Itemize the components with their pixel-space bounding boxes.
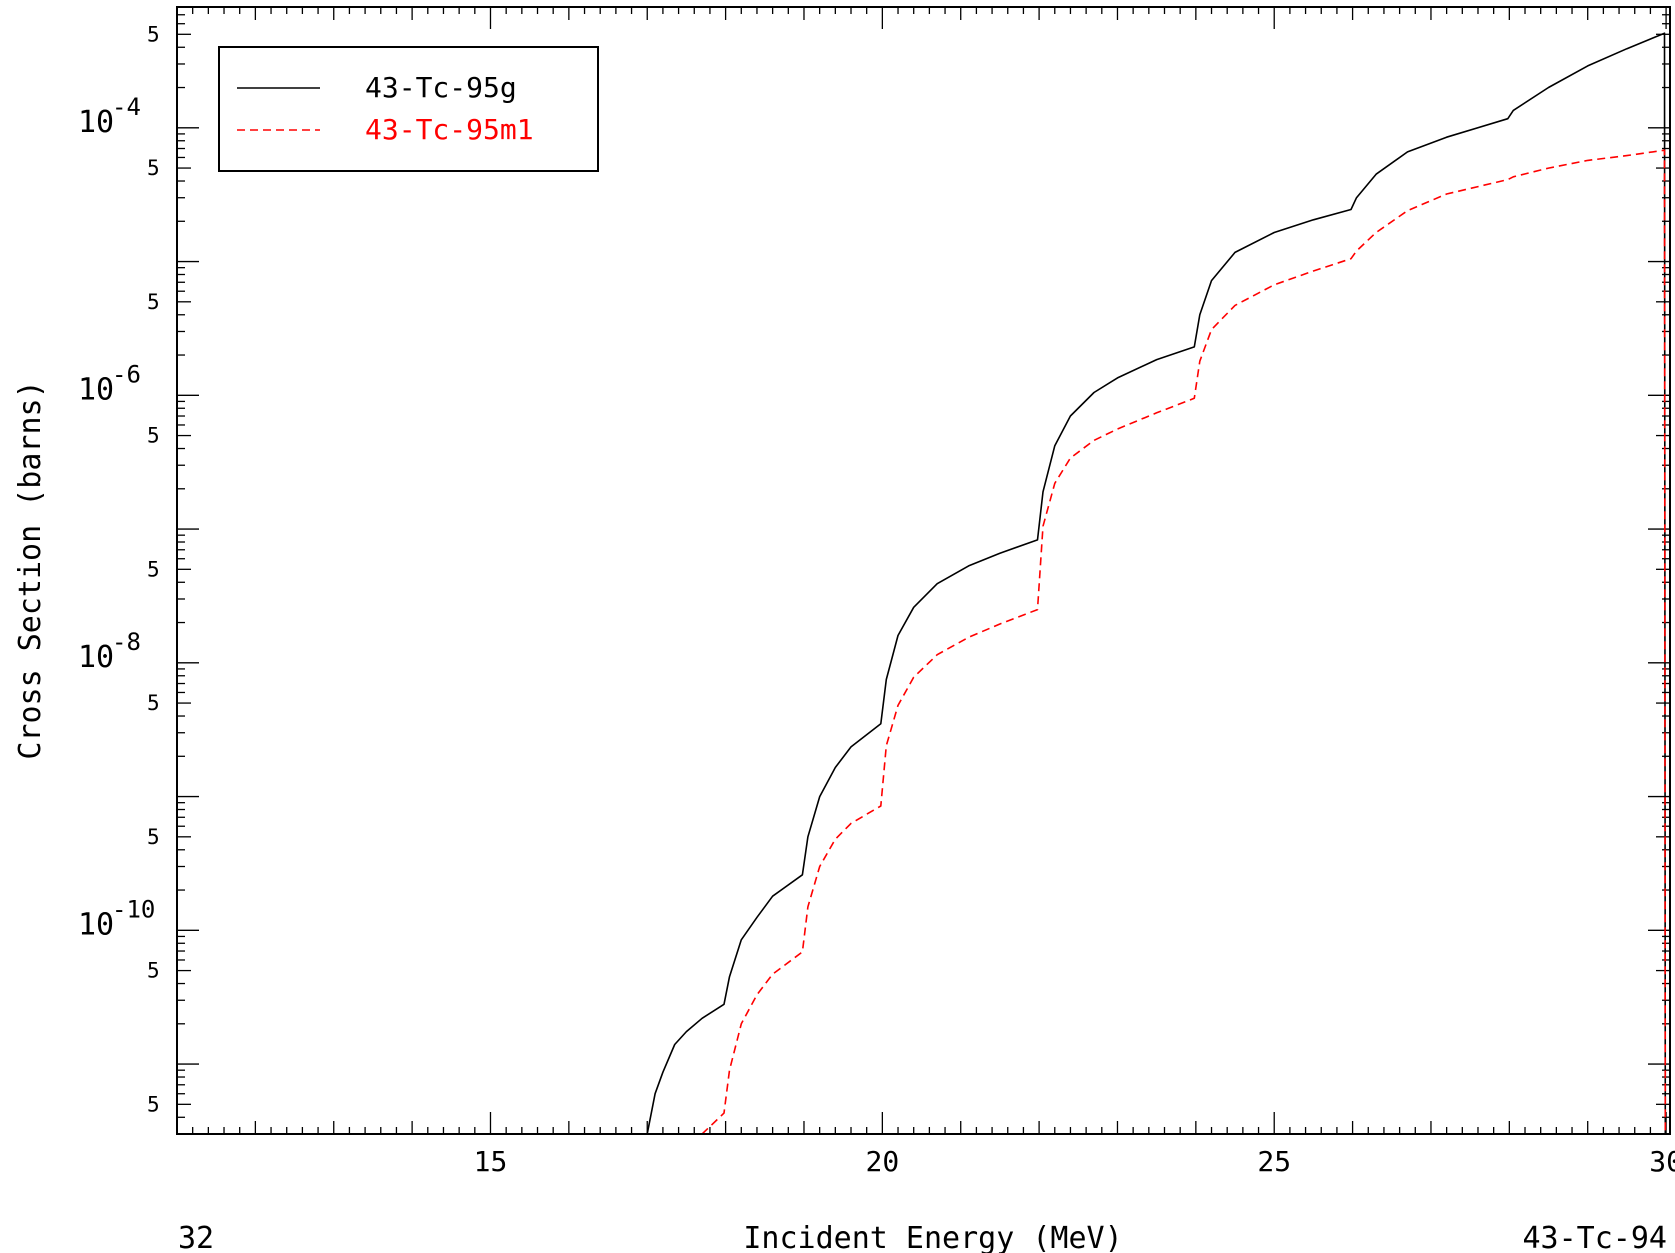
y-axis-label: Cross Section (barns): [13, 380, 48, 759]
footer-right-label: 43-Tc-94: [1523, 1221, 1668, 1253]
y-decade-label: 10: [78, 907, 114, 942]
y-half-decade-label: 5: [147, 691, 160, 715]
series-line-tc95m1: [701, 149, 1667, 1134]
y-half-decade-label: 5: [147, 825, 160, 849]
y-decade-exponent: -10: [112, 895, 155, 923]
y-half-decade-label: 5: [147, 22, 160, 46]
plot-frame: [176, 6, 1671, 1135]
y-decade-label: 10: [78, 372, 114, 407]
y-decade-exponent: -8: [112, 628, 141, 656]
y-half-decade-label: 5: [147, 290, 160, 314]
x-axis-label: Incident Energy (MeV): [743, 1221, 1122, 1253]
y-half-decade-label: 5: [147, 156, 160, 180]
y-decade-label: 10: [78, 640, 114, 675]
y-decade-label: 10: [78, 105, 114, 140]
x-tick-label: 20: [865, 1145, 899, 1178]
series-line-tc95g: [646, 32, 1667, 1134]
legend-box: [218, 46, 599, 172]
legend-label-tc95g: 43-Tc-95g: [365, 71, 517, 104]
x-tick-label: 30: [1649, 1145, 1675, 1178]
y-half-decade-label: 5: [147, 959, 160, 983]
x-tick-label: 15: [474, 1145, 508, 1178]
axis-ticks: [176, 6, 1670, 1135]
y-decade-exponent: -4: [112, 93, 141, 121]
footer-left-label: 32: [178, 1221, 214, 1253]
y-half-decade-label: 5: [147, 1092, 160, 1116]
legend: 43-Tc-95g 43-Tc-95m1: [218, 46, 599, 172]
y-half-decade-label: 5: [147, 424, 160, 448]
y-half-decade-label: 5: [147, 557, 160, 581]
y-decade-exponent: -6: [112, 360, 141, 388]
series-layer: [646, 32, 1667, 1134]
legend-label-tc95m1: 43-Tc-95m1: [365, 113, 534, 146]
x-tick-label: 25: [1257, 1145, 1291, 1178]
